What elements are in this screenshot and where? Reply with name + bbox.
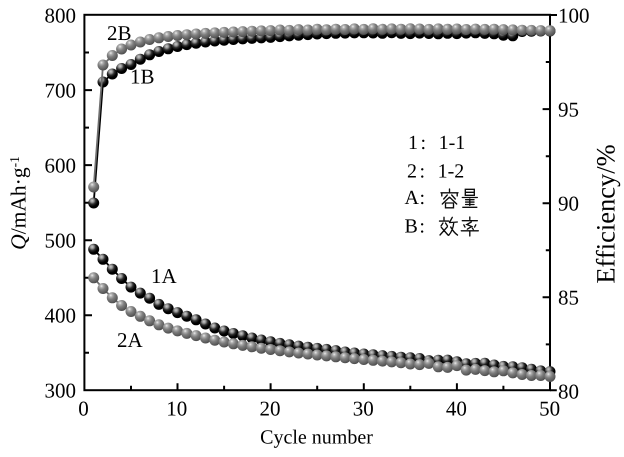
svg-text:400: 400: [45, 304, 77, 328]
svg-text:40: 40: [446, 397, 467, 421]
svg-text:Efficiency/%: Efficiency/%: [591, 144, 621, 283]
svg-text:80: 80: [558, 380, 579, 404]
svg-text:B:: B:: [405, 215, 425, 237]
svg-text:1A: 1A: [151, 264, 178, 288]
svg-text:2A: 2A: [117, 328, 144, 352]
svg-text:100: 100: [558, 3, 590, 27]
svg-text:10: 10: [166, 397, 187, 421]
svg-text:85: 85: [558, 286, 579, 310]
svg-text:700: 700: [45, 78, 77, 102]
svg-text:90: 90: [558, 191, 579, 215]
svg-text:Cycle number: Cycle number: [260, 427, 373, 449]
svg-text:30: 30: [353, 397, 374, 421]
svg-text:500: 500: [45, 228, 77, 252]
svg-text:300: 300: [45, 379, 77, 403]
svg-text:800: 800: [45, 3, 77, 27]
svg-text:20: 20: [260, 397, 281, 421]
svg-text:95: 95: [558, 97, 579, 121]
svg-text:A:: A:: [405, 187, 426, 209]
svg-text:Q/mAh·g-1: Q/mAh·g-1: [7, 156, 31, 250]
svg-text:50: 50: [539, 397, 560, 421]
svg-text:600: 600: [45, 153, 77, 177]
svg-text:0: 0: [78, 397, 89, 421]
